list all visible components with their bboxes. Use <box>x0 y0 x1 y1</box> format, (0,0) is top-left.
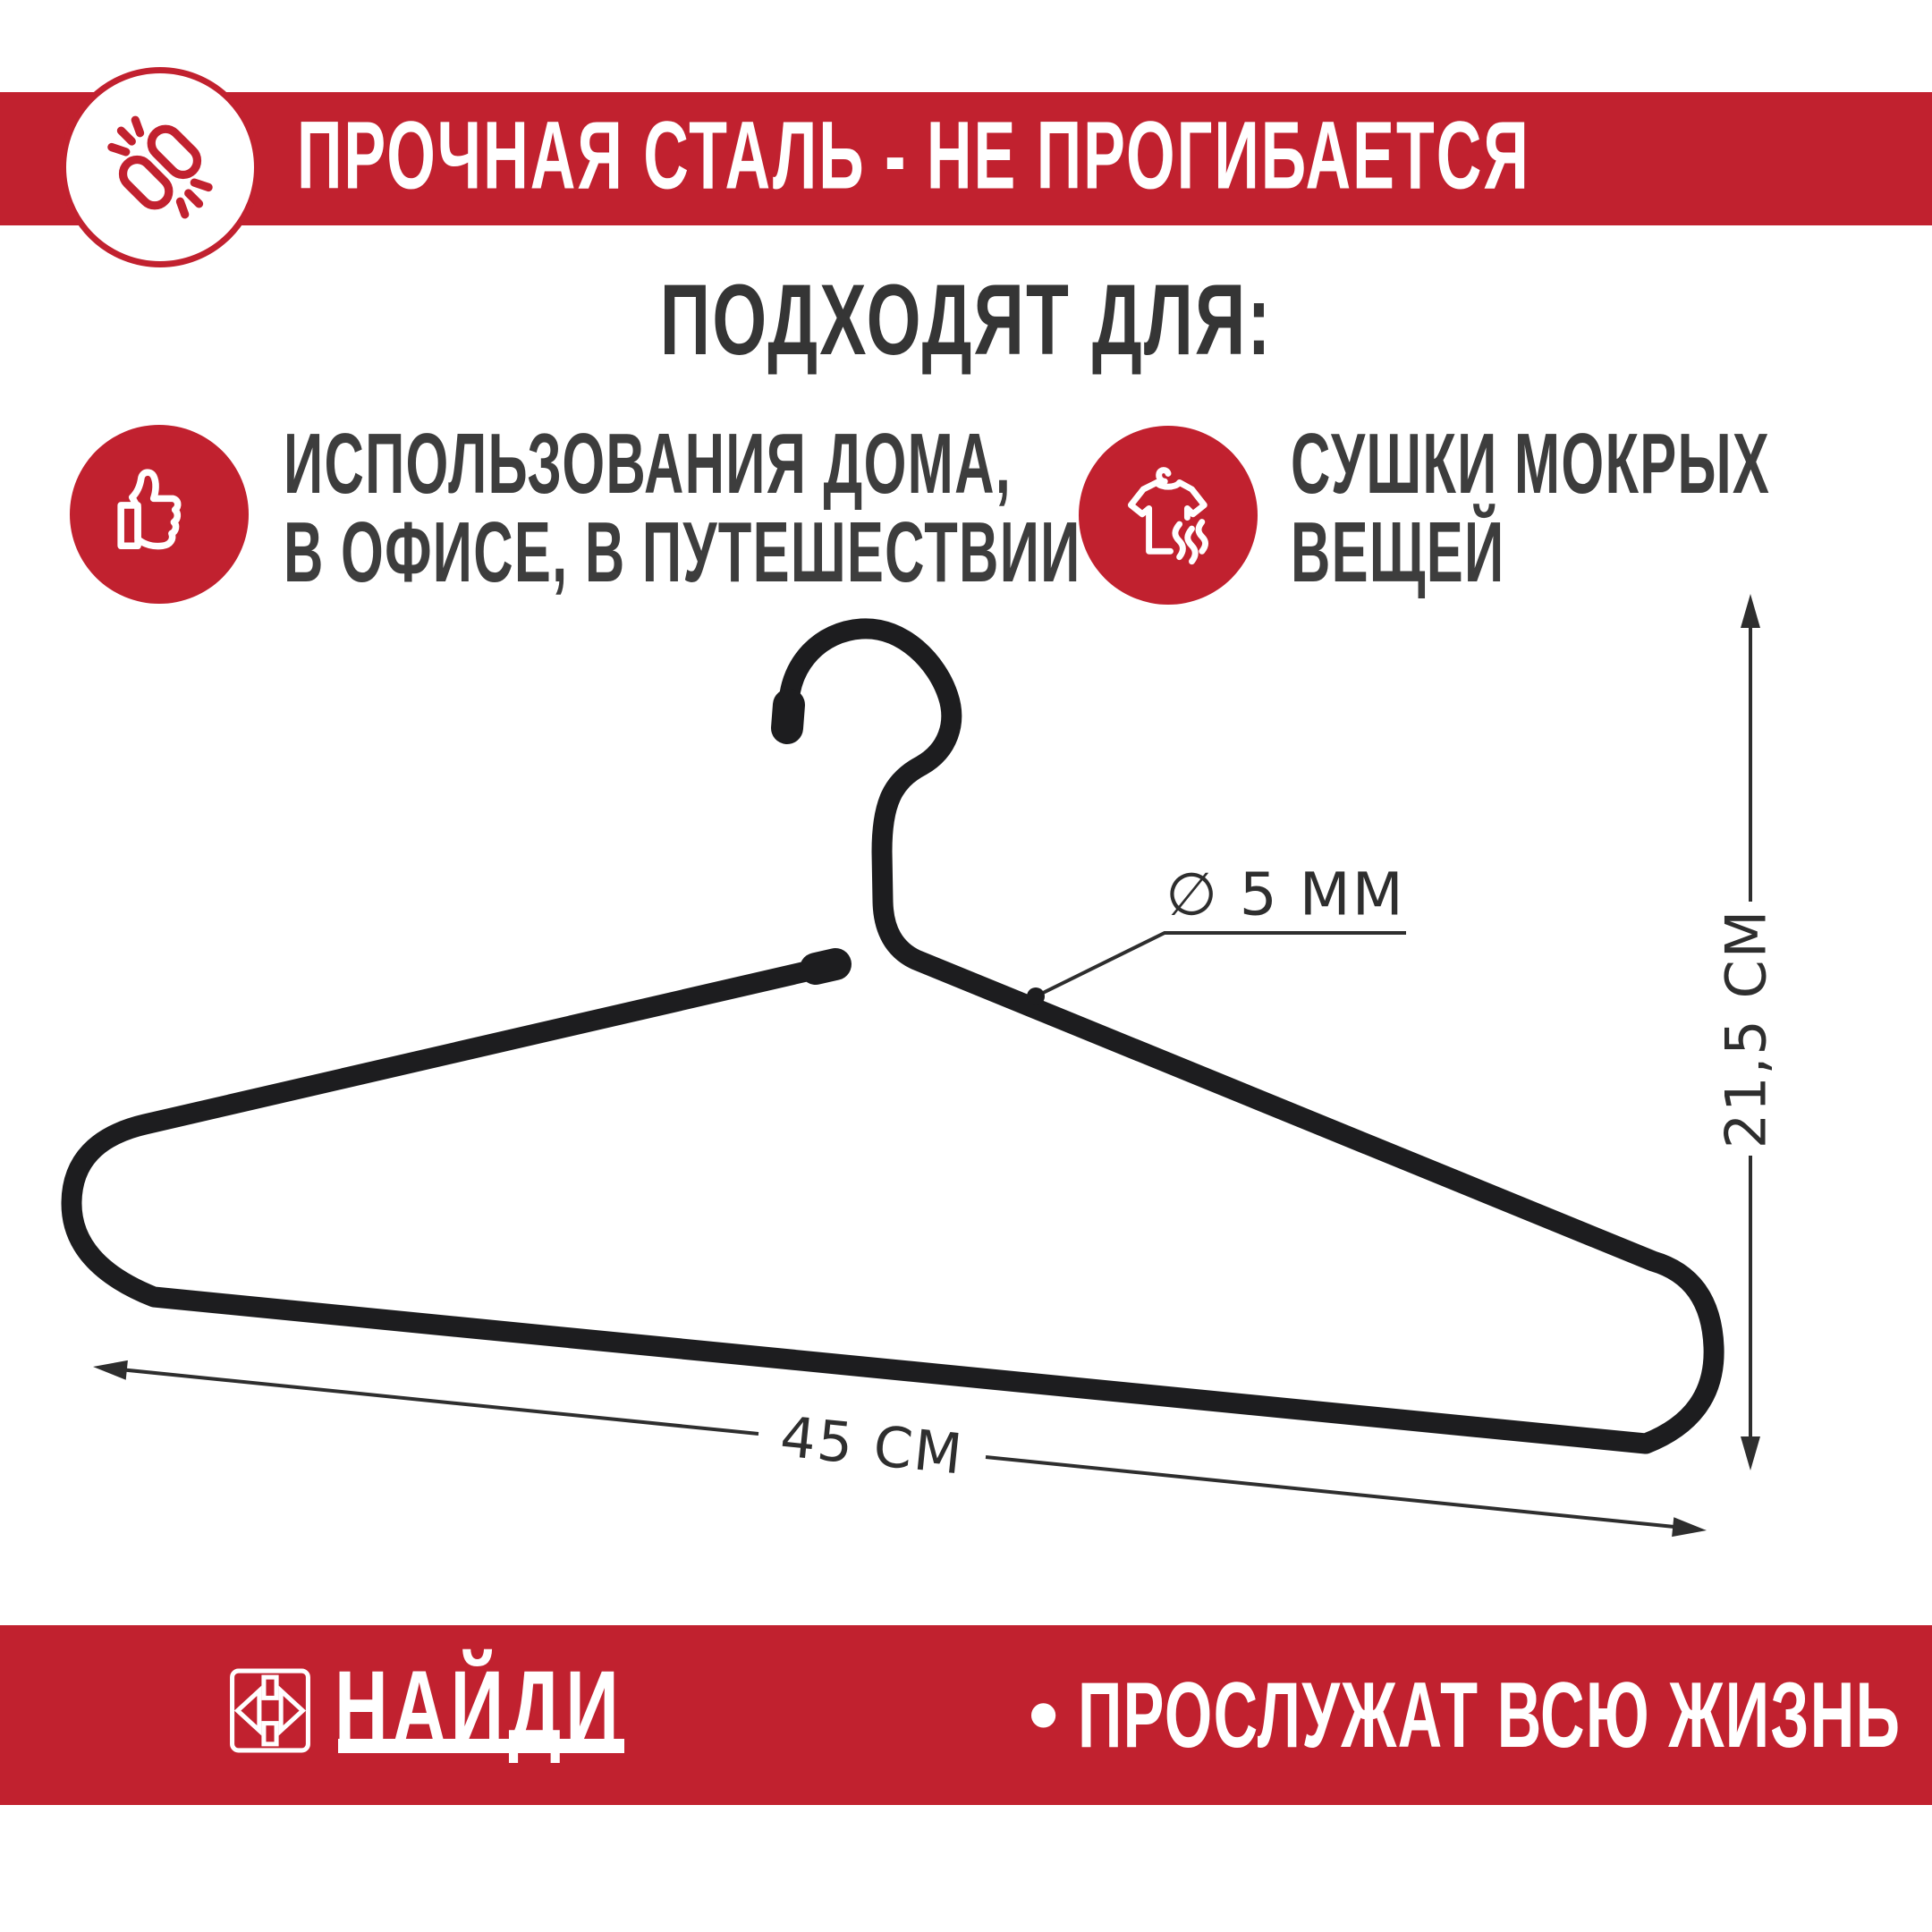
feature-home-line2: В ОФИСЕ, В ПУТЕШЕСТВИИ <box>284 504 1081 600</box>
height-arrow-up <box>1741 594 1760 628</box>
top-banner: ПРОЧНАЯ СТАЛЬ - НЕ ПРОГИБАЕТСЯ <box>0 92 1932 225</box>
height-dimension-label: 21,5 СМ <box>1713 908 1779 1149</box>
broken-chain-icon <box>107 115 213 219</box>
height-arrow-down <box>1741 1436 1760 1470</box>
feature-drying-badge <box>1079 426 1258 605</box>
heading-wrap: ПОДХОДЯТ ДЛЯ: <box>0 270 1932 370</box>
diameter-dimension-label: ∅ 5 ММ <box>1165 860 1405 929</box>
diameter-leader-line <box>1035 931 1406 998</box>
width-arrow-left <box>93 1360 128 1380</box>
width-arrow-right <box>1672 1517 1707 1538</box>
feature-home-badge <box>70 425 249 604</box>
width-dimension-line <box>101 1366 1675 1529</box>
thumbs-up-icon <box>117 469 182 550</box>
naidi-logo-icon <box>230 1668 310 1753</box>
broken-chain-badge <box>60 67 260 267</box>
slogan-row: • ПРОСЛУЖАТ ВСЮ ЖИЗНЬ <box>1029 1625 1932 1805</box>
slogan-text: ПРОСЛУЖАТ ВСЮ ЖИЗНЬ <box>1078 1663 1902 1767</box>
diameter-leader-dot <box>1027 987 1045 1005</box>
feature-home-line1: ИСПОЛЬЗОВАНИЯ ДОМА, <box>284 416 1013 512</box>
bottom-banner <box>0 1625 1932 1805</box>
slogan-bullet: • <box>1029 1667 1059 1762</box>
page-title: ПОДХОДЯТ ДЛЯ: <box>659 264 1273 376</box>
feature-drying-line1: СУШКИ МОКРЫХ <box>1291 416 1771 512</box>
hanger-shoulder-tip-cap <box>800 948 852 985</box>
drying-shirt-icon <box>1127 467 1209 565</box>
brand-underline <box>338 1739 624 1753</box>
hanger-hook-tip-cap <box>771 689 805 744</box>
top-banner-title: ПРОЧНАЯ СТАЛЬ - НЕ ПРОГИБАЕТСЯ <box>297 100 1530 209</box>
feature-drying-line2: ВЕЩЕЙ <box>1291 504 1505 600</box>
hanger-wire <box>61 618 1724 1454</box>
